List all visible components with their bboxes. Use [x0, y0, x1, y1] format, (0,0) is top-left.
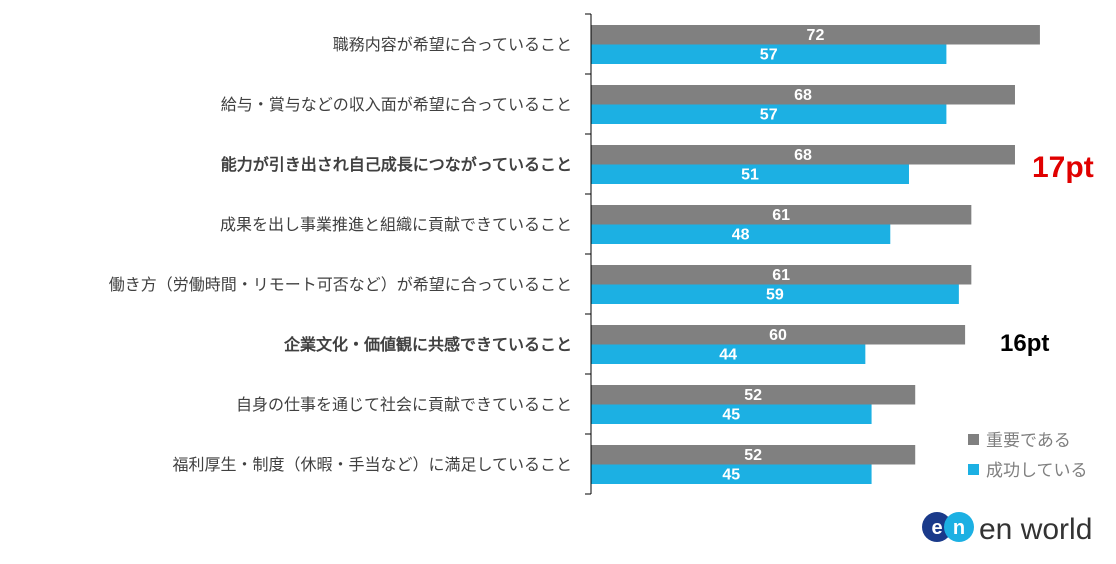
data-label: 57 [760, 47, 778, 64]
bar-importance [591, 145, 1015, 165]
bar-success [591, 224, 891, 244]
category-label: 福利厚生・制度（休暇・手当など）に満足していること [172, 456, 572, 474]
legend-swatch [968, 464, 979, 475]
legend-label: 重要である [986, 431, 1071, 450]
data-label: 59 [766, 287, 784, 304]
data-label: 61 [772, 267, 790, 284]
svg-text:n: n [953, 517, 965, 539]
data-label: 52 [744, 387, 762, 404]
category-label: 能力が引き出され自己成長につながっていること [221, 155, 572, 174]
svg-text:e: e [931, 517, 942, 539]
bar-importance [591, 85, 1015, 105]
bar-success [591, 464, 872, 484]
bar-importance [591, 205, 972, 225]
bar-success [591, 284, 959, 304]
data-label: 68 [794, 87, 812, 104]
data-label: 45 [722, 407, 740, 424]
bar-success [591, 104, 947, 124]
data-label: 68 [794, 147, 812, 164]
bar-importance [591, 25, 1040, 45]
category-label: 給与・賞与などの収入面が希望に合っていること [221, 96, 572, 114]
gap-annotation: 16pt [1000, 330, 1049, 357]
gap-annotation: 17pt [1032, 151, 1094, 184]
category-label: 企業文化・価値観に共感できていること [283, 335, 572, 354]
logo-text: en world [979, 513, 1092, 546]
enworld-logo: e n en world [919, 508, 1099, 548]
category-label: 働き方（労働時間・リモート可否など）が希望に合っていること [109, 276, 572, 294]
data-label: 51 [741, 167, 759, 184]
data-label: 48 [732, 227, 750, 244]
bar-importance [591, 265, 972, 285]
data-label: 60 [769, 327, 787, 344]
data-label: 57 [760, 107, 778, 124]
legend-swatch [968, 434, 979, 445]
data-label: 61 [772, 207, 790, 224]
bar-success [591, 404, 872, 424]
data-label: 72 [807, 27, 825, 44]
data-label: 45 [722, 467, 740, 484]
category-label: 成果を出し事業推進と組織に貢献できていること [220, 216, 572, 234]
category-label: 自身の仕事を通じて社会に貢献できていること [236, 396, 572, 414]
data-label: 52 [744, 447, 762, 464]
bar-importance [591, 325, 966, 345]
category-label: 職務内容が希望に合っていること [333, 36, 572, 54]
bar-success [591, 44, 947, 64]
bar-importance [591, 445, 916, 465]
bar-success [591, 164, 909, 184]
legend-label: 成功している [986, 461, 1088, 480]
bar-importance [591, 385, 916, 405]
bar-success [591, 344, 866, 364]
data-label: 44 [719, 347, 737, 364]
